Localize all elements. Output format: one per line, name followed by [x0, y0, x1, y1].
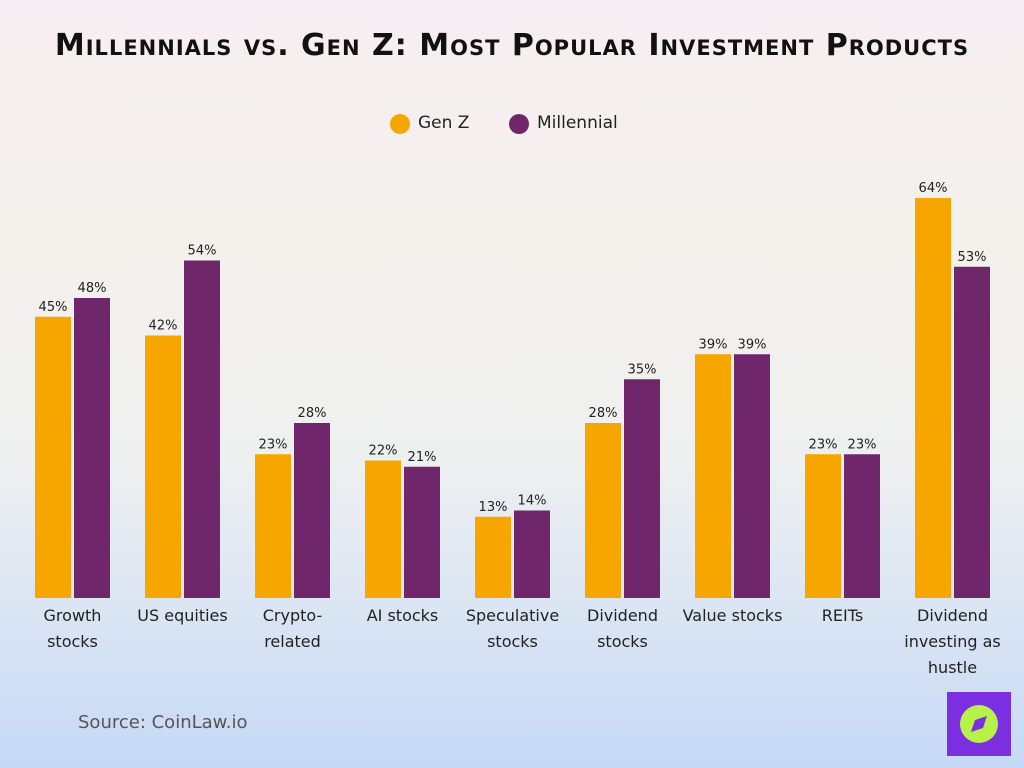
x-tick-label: Growth stocks — [43, 606, 102, 651]
legend-marker — [509, 114, 529, 134]
value-label: 64% — [919, 181, 948, 196]
bar — [35, 316, 71, 598]
value-label: 54% — [188, 244, 217, 259]
value-label: 28% — [589, 406, 618, 421]
value-label: 28% — [298, 406, 327, 421]
value-label: 42% — [149, 319, 178, 334]
legend-label: Millennial — [537, 113, 618, 133]
value-label: 22% — [369, 444, 398, 459]
value-label: 23% — [259, 437, 288, 452]
bar — [145, 335, 181, 598]
value-label: 48% — [78, 281, 107, 296]
bar — [475, 516, 511, 598]
bar — [184, 260, 220, 598]
bar — [404, 466, 440, 598]
bar — [624, 379, 660, 598]
value-label: 53% — [958, 250, 987, 265]
value-label: 39% — [738, 337, 767, 352]
x-tick-label: Crypto-related — [262, 606, 323, 651]
logo — [947, 692, 1011, 756]
x-tick-label: AI stocks — [366, 606, 439, 625]
bar — [915, 198, 951, 598]
x-tick-label: Speculative stocks — [465, 606, 560, 651]
legend-label: Gen Z — [418, 113, 470, 133]
value-label: 21% — [408, 450, 437, 465]
bar — [585, 423, 621, 598]
x-tick-label: REITs — [821, 606, 864, 625]
x-tick-label: Dividend stocks — [587, 606, 658, 651]
x-tick-label: Dividend investing as hustle — [904, 606, 1001, 677]
value-label: 13% — [479, 500, 508, 515]
bar — [734, 354, 770, 598]
bar — [695, 354, 731, 598]
bar — [74, 298, 110, 598]
bar — [954, 266, 990, 598]
value-label: 23% — [848, 437, 877, 452]
bar — [294, 423, 330, 598]
bar — [514, 510, 550, 598]
legend-marker — [390, 114, 410, 134]
bar — [844, 454, 880, 598]
source: Source: CoinLaw.io — [78, 712, 248, 733]
value-label: 14% — [518, 494, 547, 509]
value-label: 23% — [809, 437, 838, 452]
value-label: 35% — [628, 362, 657, 377]
x-tick-label: Value stocks — [682, 606, 783, 625]
value-label: 45% — [39, 300, 68, 315]
bar — [255, 454, 291, 598]
bar — [805, 454, 841, 598]
x-tick-label: US equities — [137, 606, 228, 625]
value-label: 39% — [699, 337, 728, 352]
chart-title: Millennials vs. Gen Z: Most Popular Inve… — [54, 28, 970, 63]
bar — [365, 460, 401, 598]
